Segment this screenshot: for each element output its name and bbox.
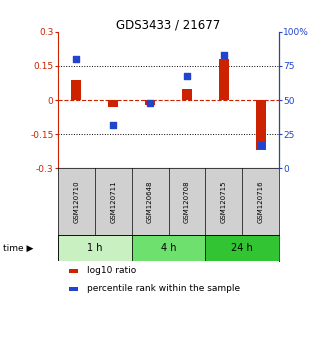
Bar — [205, 235, 279, 261]
Bar — [132, 235, 205, 261]
Point — [221, 52, 226, 58]
Bar — [108, 100, 118, 107]
Bar — [219, 59, 229, 100]
Bar — [182, 89, 192, 100]
Text: log10 ratio: log10 ratio — [87, 266, 136, 275]
Text: 1 h: 1 h — [87, 243, 102, 253]
Bar — [69, 269, 78, 273]
Point — [110, 122, 116, 127]
Bar — [256, 100, 266, 150]
Bar — [58, 235, 132, 261]
Text: percentile rank within the sample: percentile rank within the sample — [87, 285, 240, 293]
Text: GSM120711: GSM120711 — [110, 181, 116, 223]
Text: time ▶: time ▶ — [3, 244, 34, 252]
Bar — [71, 80, 82, 100]
Point — [258, 142, 263, 148]
Bar — [69, 287, 78, 291]
Text: 24 h: 24 h — [231, 243, 253, 253]
Text: 4 h: 4 h — [161, 243, 176, 253]
Point — [184, 73, 189, 78]
Text: GSM120710: GSM120710 — [73, 181, 79, 223]
Point — [147, 100, 153, 106]
Text: GSM120708: GSM120708 — [184, 181, 190, 223]
Point — [74, 56, 79, 62]
Text: GSM120715: GSM120715 — [221, 181, 227, 223]
Text: GSM120716: GSM120716 — [258, 181, 264, 223]
Text: GSM120648: GSM120648 — [147, 181, 153, 223]
Title: GDS3433 / 21677: GDS3433 / 21677 — [117, 19, 221, 32]
Bar — [145, 100, 155, 105]
